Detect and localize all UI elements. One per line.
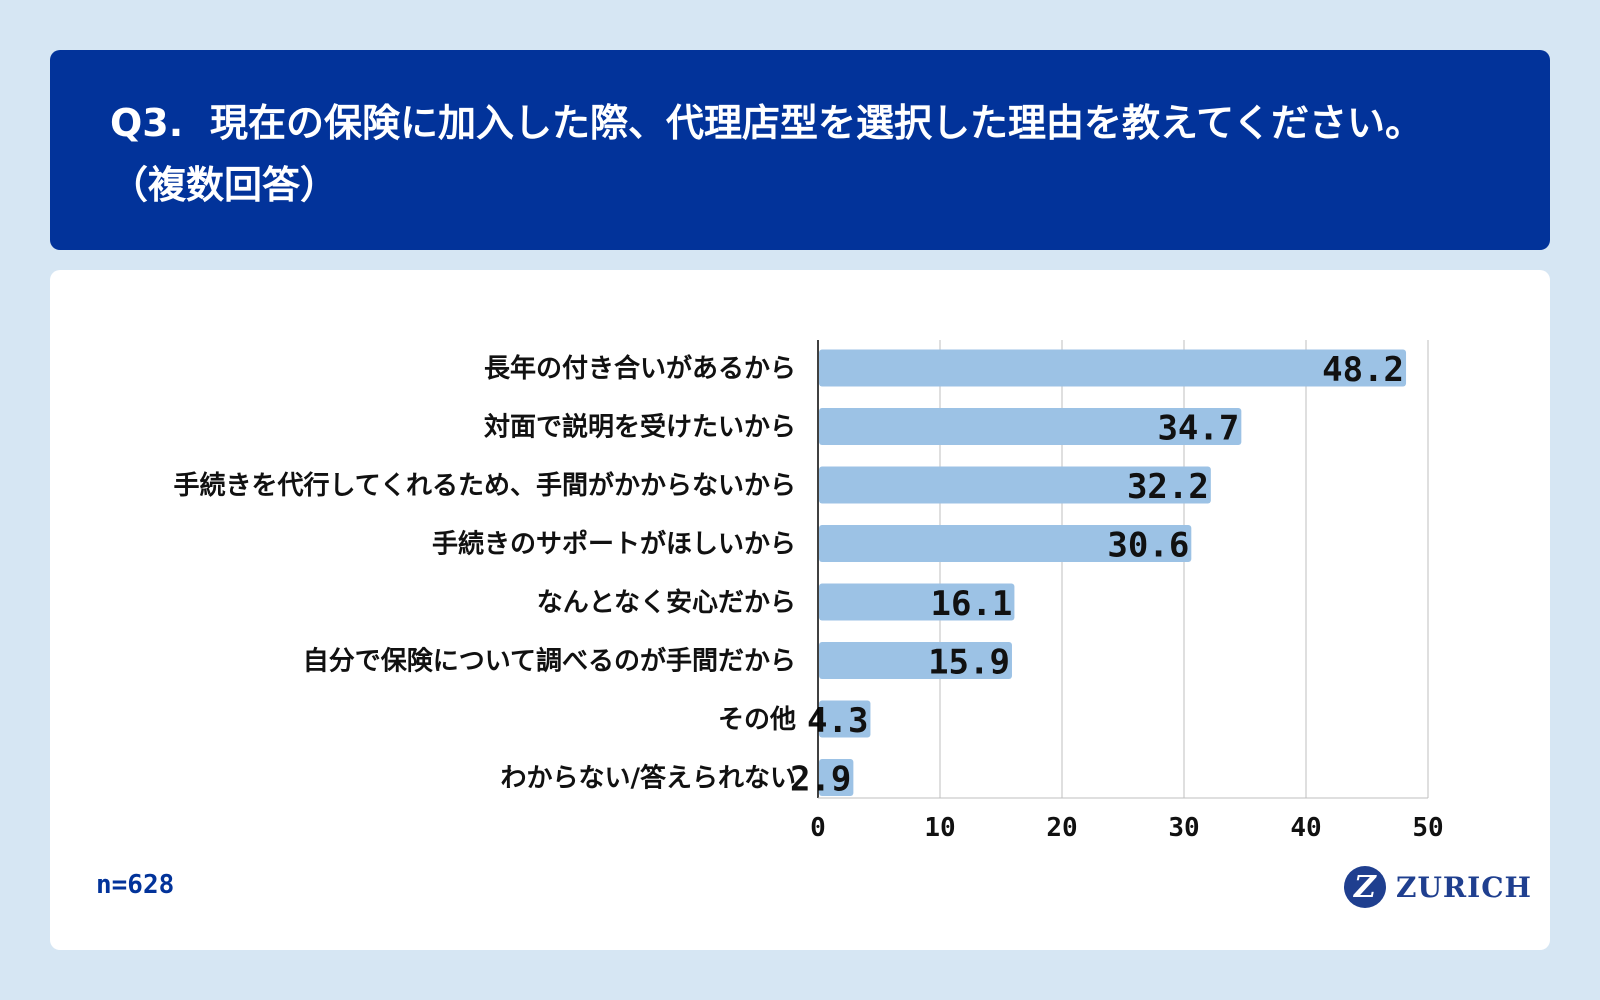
bar: [819, 583, 1015, 621]
bar: [819, 642, 1012, 679]
category-label: その他: [718, 705, 796, 735]
x-tick-label: 0: [810, 813, 826, 843]
zurich-logo: Z ZURICH: [1344, 864, 1532, 910]
bar-chart: 0 10 20 30 40 50 長年の付き合いがあるから 48.2 対面で説明を受けたいから 3…: [174, 340, 1444, 843]
question-number: Q3.: [110, 101, 184, 145]
category-label: 手続きのサポートがほしいから: [432, 529, 796, 560]
category-label: なんとなく安心だから: [537, 588, 796, 618]
zurich-z-icon: Z: [1344, 866, 1386, 908]
category-label: 対面で説明を受けたいから: [484, 412, 796, 443]
question-title: Q3. 現在の保険に加入した際、代理店型を選択した理由を教えてください。: [110, 92, 1490, 154]
question-header: Q3. 現在の保険に加入した際、代理店型を選択した理由を教えてください。 （複数回…: [50, 50, 1550, 250]
category-label: 手続きを代行してくれるため、手間がかからないから: [174, 470, 796, 501]
bar: [819, 525, 1192, 562]
bar: [819, 466, 1211, 504]
category-label: 長年の付き合いがあるから: [484, 353, 796, 384]
bar: [819, 349, 1407, 387]
sample-size: n=628: [96, 870, 175, 900]
x-tick-label: 10: [924, 813, 955, 843]
x-tick-label: 40: [1290, 813, 1321, 843]
bar: [819, 759, 854, 796]
data-label: 2.9: [790, 760, 851, 800]
category-label: 自分で保険について調べるのが手間だから: [303, 646, 796, 677]
data-label: 16.1: [931, 584, 1013, 624]
brand-name: ZURICH: [1396, 870, 1532, 904]
data-label: 15.9: [928, 643, 1010, 683]
question-note: （複数回答）: [110, 163, 339, 207]
x-tick-label: 50: [1412, 813, 1443, 843]
chart-panel: 0 10 20 30 40 50 長年の付き合いがあるから 48.2 対面で説明を受けたいから 3…: [50, 270, 1550, 950]
bar: [819, 700, 871, 738]
data-label: 30.6: [1107, 526, 1189, 566]
category-label: わからない/答えられない: [501, 763, 797, 794]
data-label: 48.2: [1322, 350, 1404, 390]
x-tick-label: 30: [1168, 813, 1199, 843]
bar: [819, 408, 1242, 445]
data-label: 32.2: [1127, 467, 1209, 507]
data-label: 34.7: [1157, 409, 1239, 449]
data-label: 4.3: [807, 701, 868, 741]
question-text: 現在の保険に加入した際、代理店型を選択した理由を教えてください。: [210, 101, 1423, 145]
x-tick-label: 20: [1046, 813, 1077, 843]
